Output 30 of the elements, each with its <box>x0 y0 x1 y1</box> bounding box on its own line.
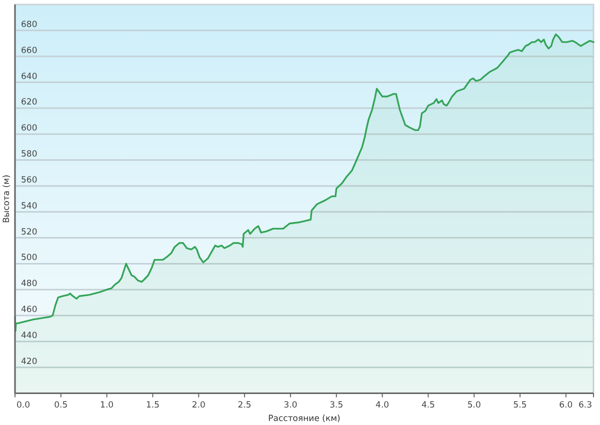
x-tick-label: 5.5 <box>513 400 527 410</box>
x-tick-label: 1.5 <box>146 400 160 410</box>
y-tick-label: 640 <box>21 72 38 82</box>
x-tick-label: 3.5 <box>330 400 344 410</box>
y-tick-label: 500 <box>21 253 38 264</box>
y-tick-label: 620 <box>21 98 38 108</box>
x-tick-label: 2.5 <box>238 400 252 410</box>
y-tick-label: 480 <box>21 279 38 290</box>
y-tick-label: 560 <box>21 175 38 186</box>
x-tick-label: 6.3 <box>578 400 592 410</box>
y-tick-label: 460 <box>21 305 38 316</box>
y-tick-label: 520 <box>21 227 38 238</box>
x-tick-label: 1.0 <box>100 400 114 410</box>
y-tick-label: 440 <box>21 330 38 341</box>
y-tick-label: 680 <box>21 20 38 30</box>
y-tick-label: 660 <box>21 46 38 56</box>
y-axis-title: Высота (м) <box>2 174 12 224</box>
x-tick-label: 0.5 <box>54 400 68 410</box>
y-tick-label: 580 <box>21 150 38 160</box>
x-axis-title: Расстояние (км) <box>268 414 340 424</box>
x-tick-label: 0.0 <box>16 400 30 410</box>
x-tick-label: 6.0 <box>559 400 573 410</box>
x-tick-label: 2.0 <box>192 400 206 410</box>
x-tick-label: 4.0 <box>376 400 390 410</box>
y-tick-label: 600 <box>21 124 38 134</box>
x-tick-label: 5.0 <box>467 400 481 410</box>
y-tick-label: 540 <box>21 201 38 212</box>
y-tick-label: 420 <box>21 356 38 367</box>
x-tick-label: 4.5 <box>421 400 435 410</box>
x-tick-label: 3.0 <box>284 400 298 410</box>
